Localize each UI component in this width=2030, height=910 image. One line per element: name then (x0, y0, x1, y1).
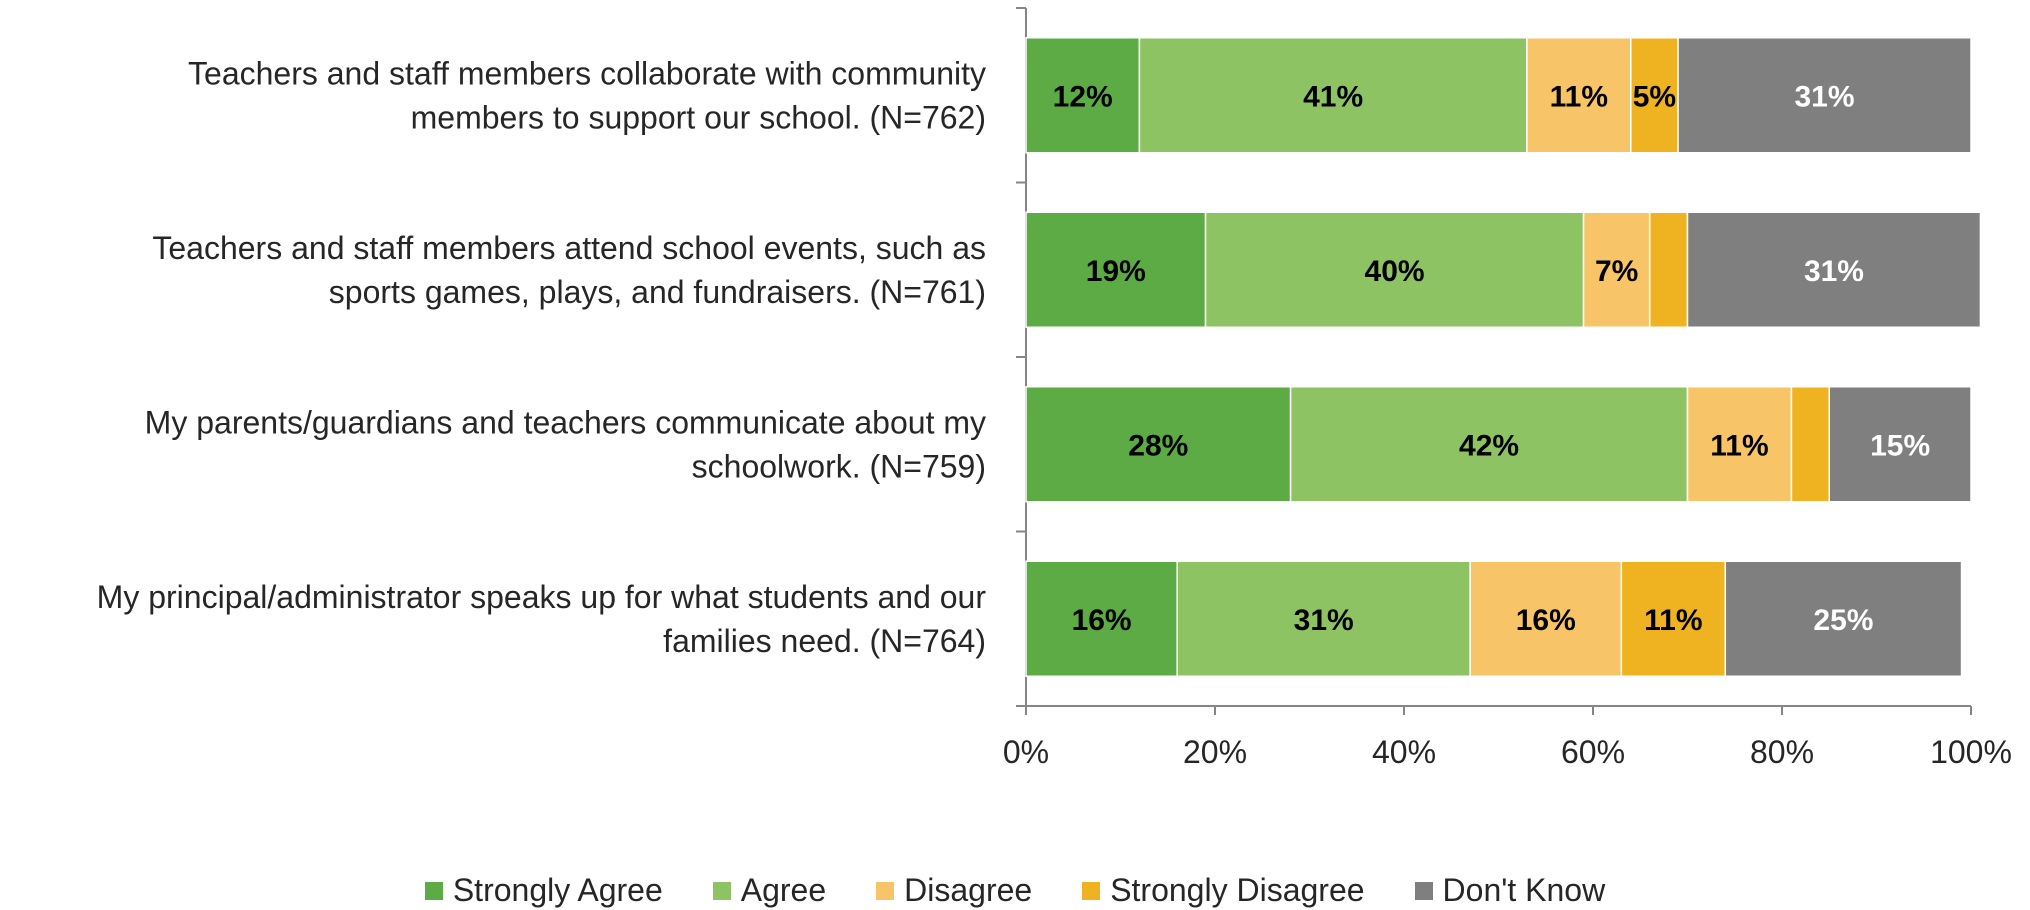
stacked-bar-chart: 0% 20% 40% 60% 80% 100% Teachers and staff mem… (97, 7, 2012, 770)
bar-segment (1526, 37, 1632, 154)
x-tick-label: 60% (1561, 734, 1625, 770)
legend-label: Disagree (904, 872, 1033, 908)
legend-item: Don't Know (1414, 872, 1606, 909)
bar-segment (1828, 386, 1972, 503)
data-label: 16% (1516, 604, 1576, 637)
legend-label: Agree (740, 872, 827, 908)
bar-segment (1025, 211, 1207, 328)
data-label: 19% (1086, 255, 1146, 288)
legend-item: Strongly Agree (424, 872, 663, 909)
data-label: 11% (1710, 429, 1768, 462)
bar-segment (1686, 211, 1982, 328)
data-label: 31% (1294, 604, 1354, 637)
legend: Strongly Agree Agree Disagree Strongly Disa… (0, 872, 2030, 909)
legend-item: Disagree (876, 872, 1032, 909)
bar-segment (1790, 386, 1830, 503)
legend-swatch (712, 881, 731, 900)
bar-segment (1677, 37, 1972, 154)
data-label: 16% (1072, 604, 1132, 637)
legend-label: Strongly Agree (452, 872, 663, 908)
bar-segment (1176, 560, 1471, 677)
legend-label: Don't Know (1442, 872, 1606, 908)
bar-segment (1469, 560, 1623, 677)
data-label: 25% (1813, 604, 1873, 637)
bar-segment (1289, 386, 1689, 503)
data-label: 31% (1795, 80, 1855, 113)
data-label: 7% (1595, 255, 1638, 288)
category-label: Teachers and staff members collaborate w… (188, 55, 986, 135)
bar-segment (1025, 386, 1292, 503)
legend-item: Agree (712, 872, 827, 909)
legend-swatch (424, 881, 443, 900)
bar-segment (1025, 37, 1141, 154)
data-label: 40% (1365, 255, 1425, 288)
bar-segment (1204, 211, 1585, 328)
bar-segment (1025, 560, 1178, 677)
bar-segment (1724, 560, 1963, 677)
data-label: 42% (1459, 429, 1519, 462)
category-label: My principal/administrator speaks up for… (97, 579, 987, 659)
data-label: 12% (1053, 80, 1113, 113)
legend-label: Strongly Disagree (1110, 872, 1365, 908)
legend-swatch (876, 881, 895, 900)
x-tick-label: 20% (1183, 734, 1247, 770)
data-label: 28% (1128, 429, 1188, 462)
x-tick-label: 80% (1750, 734, 1814, 770)
bar-segment (1138, 37, 1528, 154)
data-label: 15% (1870, 429, 1930, 462)
bar-segment (1630, 37, 1679, 154)
bar-segment (1648, 211, 1689, 328)
legend-item: Strongly Disagree (1082, 872, 1365, 909)
data-label: 11% (1550, 80, 1608, 113)
legend-swatch (1414, 881, 1433, 900)
data-label: 5% (1633, 80, 1676, 113)
x-tick-label: 100% (1930, 734, 2012, 770)
data-label: 31% (1804, 255, 1864, 288)
category-label: Teachers and staff members attend school… (152, 230, 986, 310)
bar-segment (1620, 560, 1727, 677)
x-tick-label: 0% (1003, 734, 1049, 770)
category-label: My parents/guardians and teachers commun… (145, 404, 986, 484)
data-label: 41% (1303, 80, 1363, 113)
legend-swatch (1082, 881, 1101, 900)
x-tick-label: 40% (1372, 734, 1436, 770)
data-label: 11% (1644, 604, 1702, 637)
